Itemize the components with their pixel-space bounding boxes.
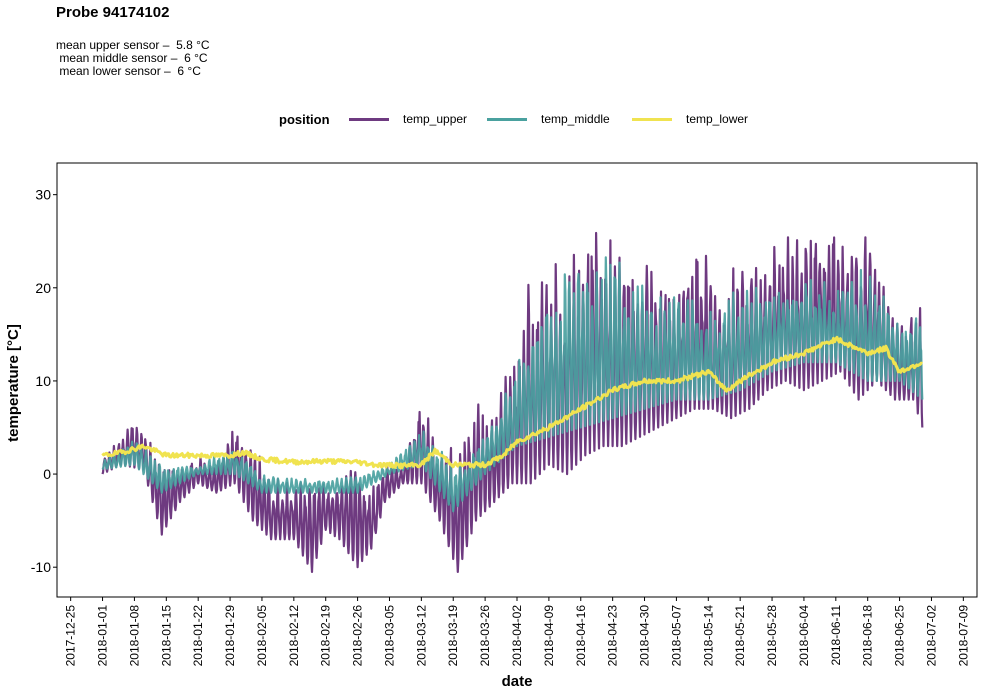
x-tick-label: 2018-01-01	[96, 605, 110, 667]
series-line-temp-lower	[101, 335, 923, 470]
x-tick-label: 2018-03-12	[414, 605, 428, 667]
x-tick-label: 2018-04-30	[638, 605, 652, 667]
x-tick-label: 2018-05-28	[765, 605, 779, 667]
x-tick-label: 2018-03-05	[382, 605, 396, 667]
x-tick-label: 2018-07-09	[956, 605, 970, 667]
y-tick-label: 20	[35, 280, 51, 296]
y-tick-label: 10	[35, 373, 51, 389]
x-tick-label: 2018-07-02	[924, 605, 938, 667]
series-line-temp-middle	[101, 256, 924, 513]
chart-title: Probe 94174102	[56, 4, 170, 21]
x-tick-label: 2018-06-25	[893, 605, 907, 667]
x-tick-label: 2018-04-02	[510, 605, 524, 667]
x-tick-label: 2018-04-16	[574, 605, 588, 667]
legend-label-temp-lower: temp_lower	[686, 112, 749, 126]
y-axis-title: temperature [°C]	[5, 324, 22, 442]
x-tick-label: 2018-02-12	[287, 605, 301, 667]
x-tick-label: 2018-01-15	[159, 605, 173, 667]
legend-title: position	[279, 112, 330, 127]
y-tick-label: 0	[43, 466, 51, 482]
plot-frame	[56, 162, 978, 598]
legend-key-temp-upper	[349, 118, 389, 121]
x-axis-title: date	[502, 673, 533, 690]
x-tick-label: 2018-02-26	[351, 605, 365, 667]
x-tick-label: 2018-04-09	[542, 605, 556, 667]
x-tick-label: 2018-06-18	[861, 605, 875, 667]
legend-key-temp-middle	[487, 118, 527, 121]
x-tick-label: 2018-06-11	[829, 605, 843, 666]
y-tick-label: 30	[35, 187, 51, 203]
x-tick-label: 2018-06-04	[797, 605, 811, 667]
x-tick-label: 2018-05-14	[701, 605, 715, 667]
x-tick-label: 2017-12-25	[64, 605, 78, 667]
y-axis: -10 0 10 20 30	[31, 187, 57, 575]
subtitle-line: mean lower sensor – 6 °C	[56, 64, 201, 78]
legend: position temp_upper temp_middle temp_low…	[0, 110, 982, 130]
x-tick-label: 2018-03-19	[446, 605, 460, 667]
subtitle-line: mean middle sensor – 6 °C	[56, 51, 208, 65]
x-axis: 2017-12-25 2018-01-01 2018-01-08 2018-01-15…	[64, 597, 970, 667]
legend-label-temp-upper: temp_upper	[403, 112, 468, 126]
x-tick-label: 2018-04-23	[606, 605, 620, 667]
x-tick-label: 2018-02-05	[255, 605, 269, 667]
x-tick-label: 2018-03-26	[478, 605, 492, 667]
subtitle-line: mean upper sensor – 5.8 °C	[56, 38, 210, 52]
x-tick-label: 2018-01-29	[223, 605, 237, 667]
chart-subtitle: mean upper sensor – 5.8 °C mean middle s…	[56, 26, 210, 91]
x-tick-label: 2018-05-07	[669, 605, 683, 667]
x-tick-label: 2018-02-19	[319, 605, 333, 667]
legend-key-temp-lower	[632, 118, 672, 121]
series-layer	[101, 231, 924, 573]
series-line-temp-upper	[101, 231, 924, 573]
x-tick-label: 2018-05-21	[733, 605, 747, 667]
x-tick-label: 2018-01-22	[191, 605, 205, 667]
x-tick-label: 2018-01-08	[127, 605, 141, 667]
legend-label-temp-middle: temp_middle	[541, 112, 610, 126]
y-tick-label: -10	[31, 559, 51, 575]
